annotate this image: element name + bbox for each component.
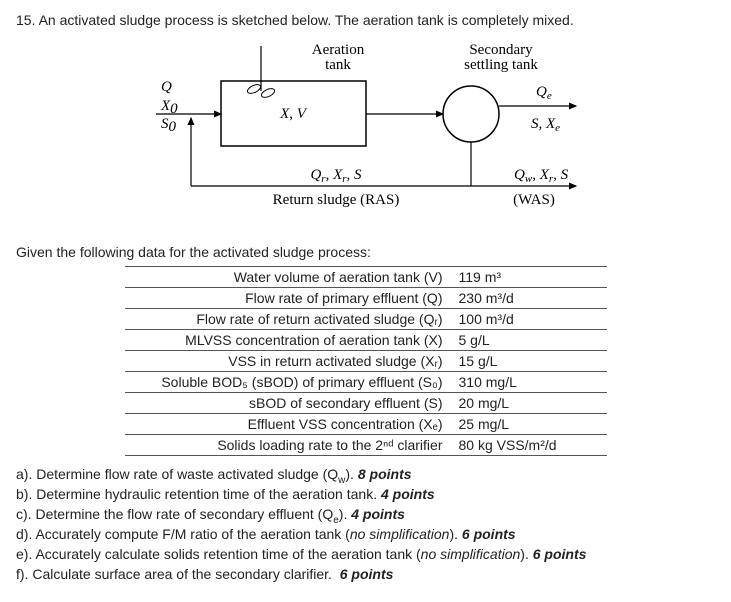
part-f: f). Calculate surface area of the second… [16,566,715,582]
table-value: 80 kg VSS/m²/d [451,435,607,456]
table-row: Soluble BOD₅ (sBOD) of primary effluent … [125,372,607,393]
table-label: sBOD of secondary effluent (S) [125,393,451,414]
table-label: Flow rate of return activated sludge (Qᵣ… [125,309,451,330]
table-row: Solids loading rate to the 2ⁿᵈ clarifier… [125,435,607,456]
table-value: 15 g/L [451,351,607,372]
svg-text:Qw, Xr, S: Qw, Xr, S [514,167,569,185]
table-row: VSS in return activated sludge (Xᵣ)15 g/… [125,351,607,372]
question-intro: 15. An activated sludge process is sketc… [16,12,715,28]
data-table: Water volume of aeration tank (V)119 m³F… [125,266,607,456]
svg-text:Qe: Qe [536,84,552,102]
table-label: Soluble BOD₅ (sBOD) of primary effluent … [125,372,451,393]
svg-text:Aeration: Aeration [311,42,364,58]
svg-text:Secondary: Secondary [469,42,533,58]
question-number: 15. [16,12,35,28]
svg-text:settling tank: settling tank [464,57,538,73]
part-b: b). Determine hydraulic retention time o… [16,486,715,502]
svg-text:Qr, Xr, S: Qr, Xr, S [310,167,362,185]
given-text: Given the following data for the activat… [16,244,715,260]
table-label: Effluent VSS concentration (Xₑ) [125,414,451,435]
table-label: MLVSS concentration of aeration tank (X) [125,330,451,351]
part-d: d). Accurately compute F/M ratio of the … [16,526,715,542]
svg-text:S, Xe: S, Xe [531,116,560,134]
table-value: 20 mg/L [451,393,607,414]
table-value: 119 m³ [451,267,607,288]
table-row: Water volume of aeration tank (V)119 m³ [125,267,607,288]
table-value: 230 m³/d [451,288,607,309]
table-row: MLVSS concentration of aeration tank (X)… [125,330,607,351]
intro-text: An activated sludge process is sketched … [39,12,574,28]
part-a: a). Determine flow rate of waste activat… [16,466,715,482]
svg-text:Return sludge (RAS): Return sludge (RAS) [272,192,399,208]
table-row: Flow rate of return activated sludge (Qᵣ… [125,309,607,330]
table-value: 100 m³/d [451,309,607,330]
table-row: Effluent VSS concentration (Xₑ)25 mg/L [125,414,607,435]
svg-text:X, V: X, V [279,106,308,122]
svg-text:(WAS): (WAS) [513,192,555,208]
table-row: Flow rate of primary effluent (Q)230 m³/… [125,288,607,309]
table-label: Water volume of aeration tank (V) [125,267,451,288]
part-e: e). Accurately calculate solids retentio… [16,546,715,562]
svg-text:tank: tank [325,57,351,73]
table-label: Flow rate of primary effluent (Q) [125,288,451,309]
table-value: 5 g/L [451,330,607,351]
table-label: Solids loading rate to the 2ⁿᵈ clarifier [125,435,451,456]
svg-text:S0: S0 [161,116,177,135]
table-value: 25 mg/L [451,414,607,435]
svg-text:Q: Q [161,79,172,95]
part-c: c). Determine the flow rate of secondary… [16,506,715,522]
table-label: VSS in return activated sludge (Xᵣ) [125,351,451,372]
table-value: 310 mg/L [451,372,607,393]
process-diagram: Aeration tank X, V Secondary settling ta… [16,36,715,234]
table-row: sBOD of secondary effluent (S)20 mg/L [125,393,607,414]
question-parts: a). Determine flow rate of waste activat… [16,466,715,582]
